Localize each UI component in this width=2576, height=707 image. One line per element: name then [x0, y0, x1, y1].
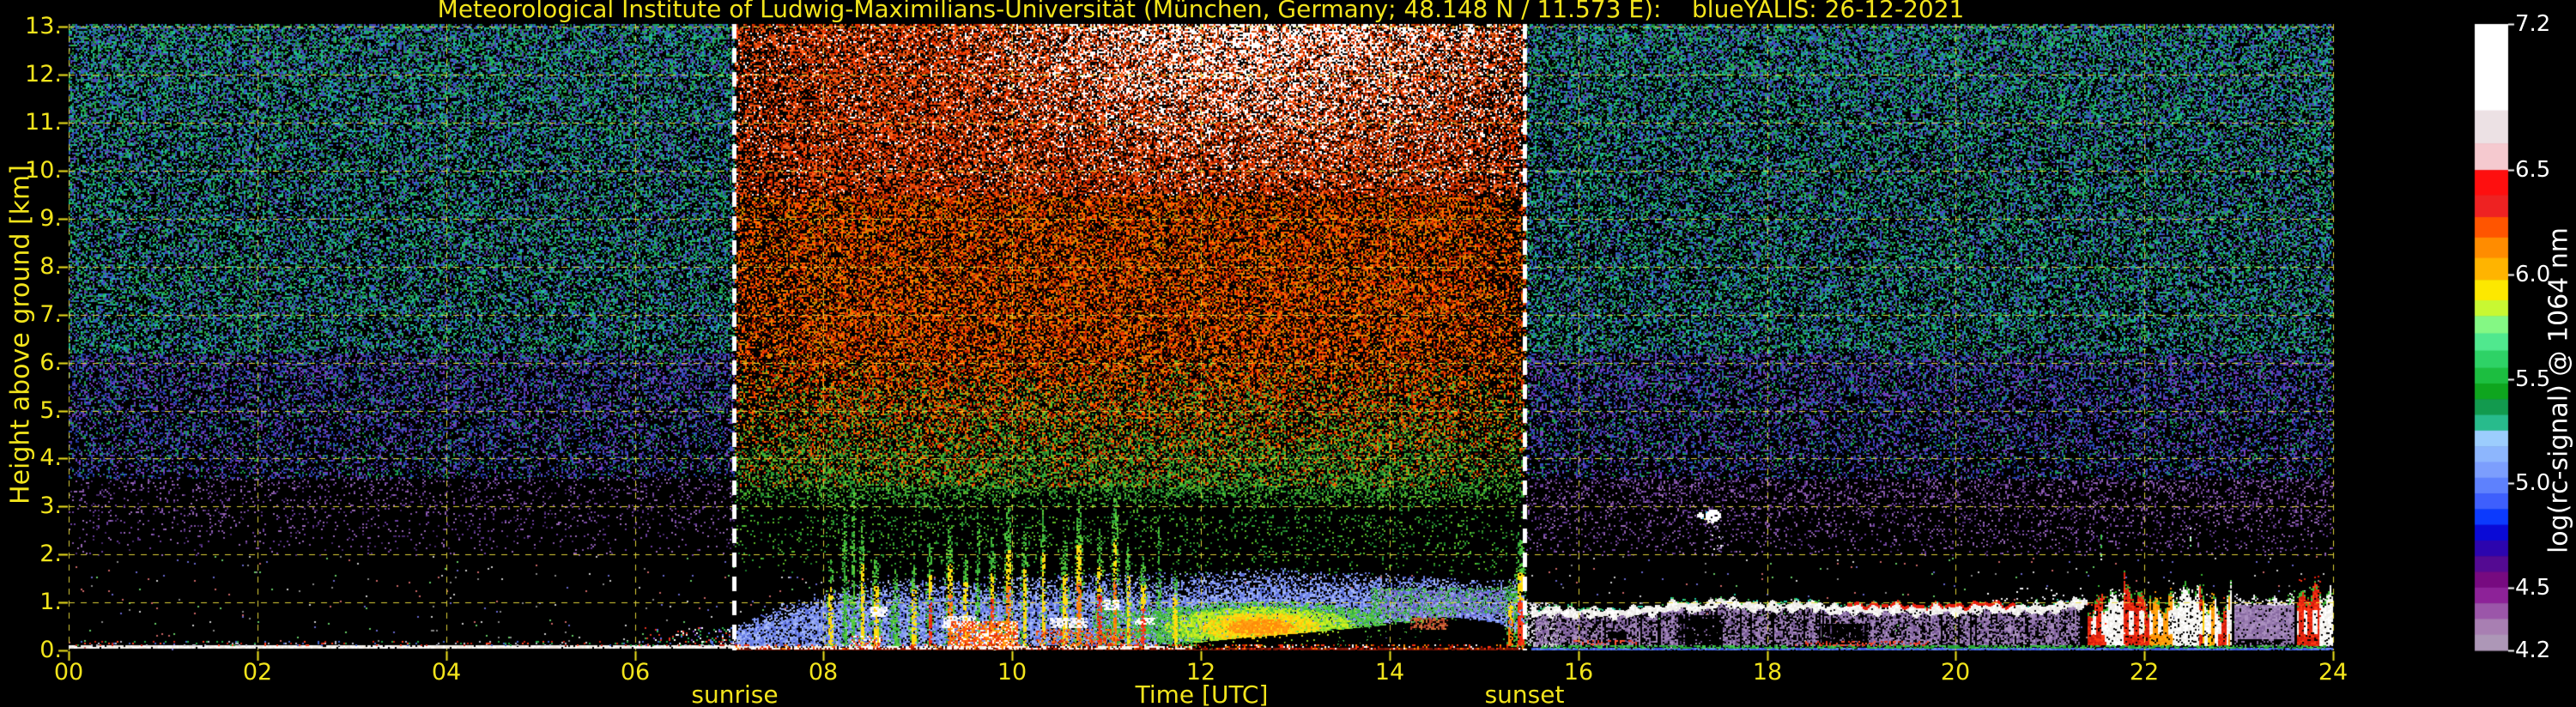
x-tick-label: 14 [1374, 659, 1405, 686]
y-tick-label: 9. [39, 205, 62, 232]
x-tick-label: 16 [1563, 659, 1594, 686]
x-tick-label: 24 [2318, 659, 2349, 686]
y-tick-label: 3. [39, 492, 62, 519]
colorbar-tick-label: 6.5 [2515, 157, 2551, 183]
colorbar-tick-label: 5.5 [2515, 366, 2551, 392]
y-tick-label: 10. [25, 157, 62, 184]
y-tick-label: 6. [39, 349, 62, 376]
y-tick-label: 5. [39, 397, 62, 424]
y-tick-label: 12. [25, 61, 62, 88]
y-tick-label: 8. [39, 253, 62, 280]
x-tick-label: 00 [53, 659, 84, 686]
colorbar-tick-label: 6.0 [2515, 262, 2551, 287]
y-tick-label: 7. [39, 301, 62, 328]
colorbar-tick-label: 5.0 [2515, 470, 2551, 496]
y-tick-label: 0. [39, 637, 62, 663]
y-tick-label: 4. [39, 444, 62, 471]
y-tick-label: 2. [39, 541, 62, 567]
x-tick-label: 02 [242, 659, 273, 686]
sunrise-annotation: sunrise [691, 680, 779, 707]
sunset-annotation: sunset [1484, 680, 1565, 707]
y-tick-label: 1. [39, 589, 62, 615]
colorbar-tick-label: 7.2 [2515, 11, 2551, 37]
x-tick-label: 06 [620, 659, 651, 686]
x-tick-label: 20 [1940, 659, 1971, 686]
x-tick-label: 22 [2129, 659, 2160, 686]
y-tick-label: 13. [25, 13, 62, 39]
x-tick-label: 08 [808, 659, 839, 686]
x-axis-label: Time [UTC] [1135, 680, 1269, 707]
x-tick-label: 10 [997, 659, 1027, 686]
x-tick-label: 04 [431, 659, 462, 686]
x-tick-label: 18 [1752, 659, 1783, 686]
colorbar-tick-label: 4.2 [2515, 638, 2551, 663]
x-tick-label: 12 [1185, 659, 1216, 686]
y-tick-label: 11. [25, 109, 62, 136]
colorbar-tick-label: 4.5 [2515, 575, 2551, 601]
page-title: Meteorological Institute of Ludwig-Maxim… [437, 0, 1965, 23]
